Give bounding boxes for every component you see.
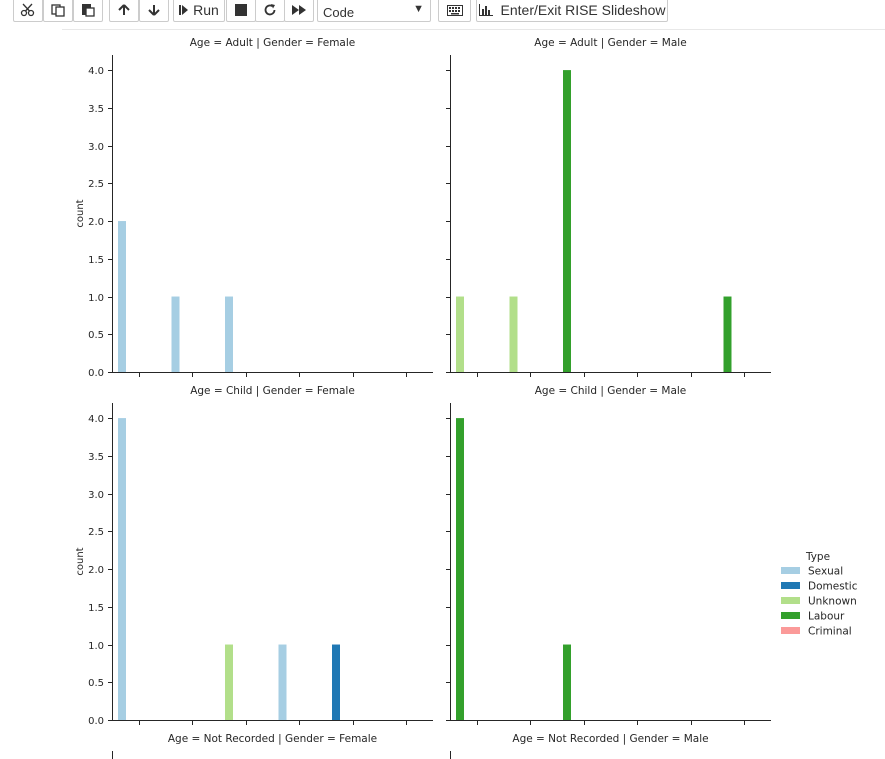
y-axis-label: count	[75, 199, 86, 227]
arrow-down-icon	[148, 5, 160, 16]
legend-title: Type	[805, 551, 830, 563]
facet-title: Age = Child | Gender = Female	[190, 385, 355, 397]
stop-icon	[235, 4, 247, 16]
facet-title: Age = Adult | Gender = Female	[190, 37, 355, 49]
y-tick-label: 2.5	[88, 179, 104, 190]
step-forward-icon	[179, 5, 189, 15]
legend-swatch	[781, 567, 800, 574]
chevron-down-icon: ▼	[413, 3, 424, 15]
y-tick-label: 0.5	[88, 330, 104, 341]
bar	[563, 644, 571, 720]
facet-panel: Age = Not Recorded | Gender = Male	[450, 733, 709, 759]
legend-swatch	[781, 627, 800, 634]
run-button[interactable]: Run	[173, 0, 225, 22]
facet-title: Age = Adult | Gender = Male	[534, 37, 686, 49]
cell-type-select[interactable]: Code ▼	[317, 0, 431, 22]
y-tick-label: 2.0	[88, 217, 104, 228]
bar	[456, 296, 464, 372]
facet-panel: Age = Child | Gender = Female 0.0 0.5 1.0 1.…	[75, 385, 433, 727]
facet-panel: Age = Not Recorded | Gender = Female	[112, 733, 377, 759]
facet-title: Age = Not Recorded | Gender = Female	[168, 733, 377, 745]
y-tick-label: 4.0	[88, 66, 104, 77]
y-tick-label: 4.0	[88, 414, 104, 425]
y-tick-label: 3.5	[88, 104, 104, 115]
y-tick-label: 3.5	[88, 452, 104, 463]
legend: Type Sexual Domestic Unknown Labour Criminal	[781, 551, 858, 638]
move-down-button[interactable]	[139, 0, 169, 22]
y-tick-label: 0.0	[88, 368, 104, 379]
bar	[563, 70, 571, 372]
bar	[456, 418, 464, 720]
notebook-toolbar: Run Code ▼	[0, 0, 885, 24]
legend-label: Criminal	[808, 626, 852, 638]
bar	[225, 644, 233, 720]
legend-label: Unknown	[808, 596, 857, 608]
y-axis-label: count	[75, 547, 86, 575]
bar	[509, 296, 518, 372]
keyboard-shortcuts-button[interactable]	[438, 0, 471, 22]
restart-icon	[264, 4, 276, 16]
facet-title: Age = Child | Gender = Male	[535, 385, 687, 397]
legend-label: Domestic	[808, 581, 858, 593]
legend-label: Sexual	[808, 566, 843, 578]
y-tick-label: 1.0	[88, 293, 104, 304]
bar	[332, 644, 340, 720]
y-tick-label: 0.5	[88, 678, 104, 689]
facet-panel: Age = Adult | Gender = Male	[446, 37, 771, 377]
cut-button[interactable]	[13, 0, 43, 22]
keyboard-icon	[446, 4, 463, 16]
bar	[118, 221, 126, 372]
fast-forward-icon	[292, 5, 306, 15]
scissors-icon	[20, 3, 35, 17]
y-tick-label: 3.0	[88, 142, 104, 153]
y-tick-label: 1.5	[88, 603, 104, 614]
run-all-button[interactable]	[284, 0, 314, 22]
arrow-up-icon	[118, 4, 130, 15]
paste-icon	[82, 4, 95, 17]
bar-chart-icon	[478, 4, 493, 16]
run-label: Run	[193, 2, 219, 18]
legend-swatch	[781, 582, 800, 589]
legend-label: Labour	[808, 611, 845, 623]
paste-button[interactable]	[73, 0, 103, 22]
rise-slideshow-button[interactable]: Enter/Exit RISE Slideshow	[476, 0, 668, 22]
y-tick-label: 1.0	[88, 641, 104, 652]
y-tick-label: 1.5	[88, 255, 104, 266]
bar	[225, 296, 233, 372]
y-tick-label: 2.0	[88, 565, 104, 576]
copy-icon	[51, 4, 65, 17]
copy-button[interactable]	[43, 0, 73, 22]
toolbar-divider	[62, 29, 885, 30]
bar	[723, 296, 732, 372]
move-up-button[interactable]	[109, 0, 139, 22]
rise-label: Enter/Exit RISE Slideshow	[500, 2, 666, 18]
y-tick-label: 0.0	[88, 716, 104, 727]
bar	[278, 644, 287, 720]
bar	[171, 296, 180, 372]
facet-title: Age = Not Recorded | Gender = Male	[512, 733, 708, 745]
y-tick-label: 2.5	[88, 527, 104, 538]
bar	[118, 418, 126, 720]
legend-swatch	[781, 612, 800, 619]
facet-panel: Age = Child | Gender = Male	[446, 385, 771, 725]
legend-swatch	[781, 597, 800, 604]
cell-type-value: Code	[323, 5, 355, 20]
y-tick-label: 3.0	[88, 490, 104, 501]
facet-panel: Age = Adult | Gender = Female 0.0 0.5 1.0 1.…	[75, 37, 433, 379]
